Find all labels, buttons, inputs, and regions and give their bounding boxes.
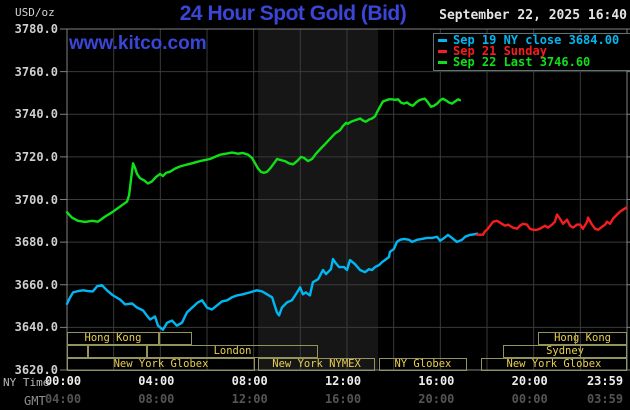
legend-dash-icon xyxy=(438,50,447,53)
page-title: 24 Hour Spot Gold (Bid) xyxy=(179,2,407,25)
y-axis-label: 3760.0 xyxy=(14,64,58,79)
series-line-sep-22 xyxy=(65,97,462,224)
x-labels-gmt-tick: 03:59 xyxy=(586,392,624,406)
x-labels-ny-tick: 00:00 xyxy=(44,374,82,388)
session-box-ny-globex: NY Globex xyxy=(378,358,467,371)
y-axis-label: 3740.0 xyxy=(14,107,58,122)
y-axis-label: 3700.0 xyxy=(14,192,58,207)
x-labels-ny-tick: 23:59 xyxy=(586,374,624,388)
session-box-hong-kong: Hong Kong xyxy=(538,332,627,345)
x-labels-gmt-tick: 04:00 xyxy=(44,392,82,406)
session-box-divider xyxy=(580,345,582,358)
legend-dash-icon xyxy=(438,39,447,42)
series-line-sep-19-ny-close xyxy=(65,232,479,331)
legend-label: Sep 22 Last 3746.60 xyxy=(453,55,591,69)
x-labels-ny-tick: 12:00 xyxy=(324,374,362,388)
session-box-new-york-globex: New York Globex xyxy=(480,358,627,371)
y-axis-label: 3660.0 xyxy=(14,277,58,292)
session-box xyxy=(67,345,88,358)
session-box-london: London xyxy=(147,345,319,358)
ny-time-axis-label: NY Time xyxy=(3,376,50,389)
x-labels-gmt-tick: 20:00 xyxy=(418,392,455,406)
series-line-sep-21-sunday xyxy=(475,206,628,236)
legend-row-sep22: Sep 22 Last 3746.60 xyxy=(438,55,630,69)
session-box xyxy=(88,345,148,358)
y-axis-label: 3620.0 xyxy=(14,363,58,377)
x-labels-gmt-tick: 00:00 xyxy=(511,392,548,406)
x-labels-ny-tick: 08:00 xyxy=(231,374,268,388)
x-labels-gmt-tick: 12:00 xyxy=(231,392,268,406)
gmt-axis-label: GMT xyxy=(24,394,46,408)
legend-dash-icon xyxy=(438,61,447,64)
session-box xyxy=(158,332,193,345)
session-box-new-york-nymex: New York NYMEX xyxy=(258,358,375,371)
x-labels-gmt-tick: 16:00 xyxy=(324,392,362,406)
x-labels-ny-tick: 16:00 xyxy=(418,374,455,388)
kitco-watermark-link[interactable]: www.kitco.com xyxy=(69,33,207,54)
y-axis-unit-label: USD/oz xyxy=(15,6,55,19)
y-axis-label: 3680.0 xyxy=(14,235,58,250)
legend-row-sep21: Sep 21 Sunday xyxy=(438,44,630,58)
x-labels-gmt-tick: 08:00 xyxy=(138,392,175,406)
session-box-sydney: Sydney xyxy=(503,345,627,358)
legend-row-sep19: Sep 19 NY close 3684.00 xyxy=(438,33,630,47)
y-axis-label: 3780.0 xyxy=(14,22,58,36)
y-axis-label: 3720.0 xyxy=(14,149,58,164)
x-labels-ny-tick: 20:00 xyxy=(511,374,548,388)
x-labels-ny-tick: 04:00 xyxy=(138,374,175,388)
legend: Sep 19 NY close 3684.00 Sep 21 Sunday Se… xyxy=(433,33,630,71)
y-axis-label: 3640.0 xyxy=(14,320,58,335)
legend-label: Sep 19 NY close 3684.00 xyxy=(453,33,620,47)
legend-label: Sep 21 Sunday xyxy=(453,44,547,58)
session-box-new-york-globex: New York Globex xyxy=(67,358,256,371)
session-box-divider xyxy=(574,332,576,345)
session-box-hong-kong: Hong Kong xyxy=(67,332,159,345)
datetime-label: September 22, 2025 16:40 xyxy=(439,8,627,23)
